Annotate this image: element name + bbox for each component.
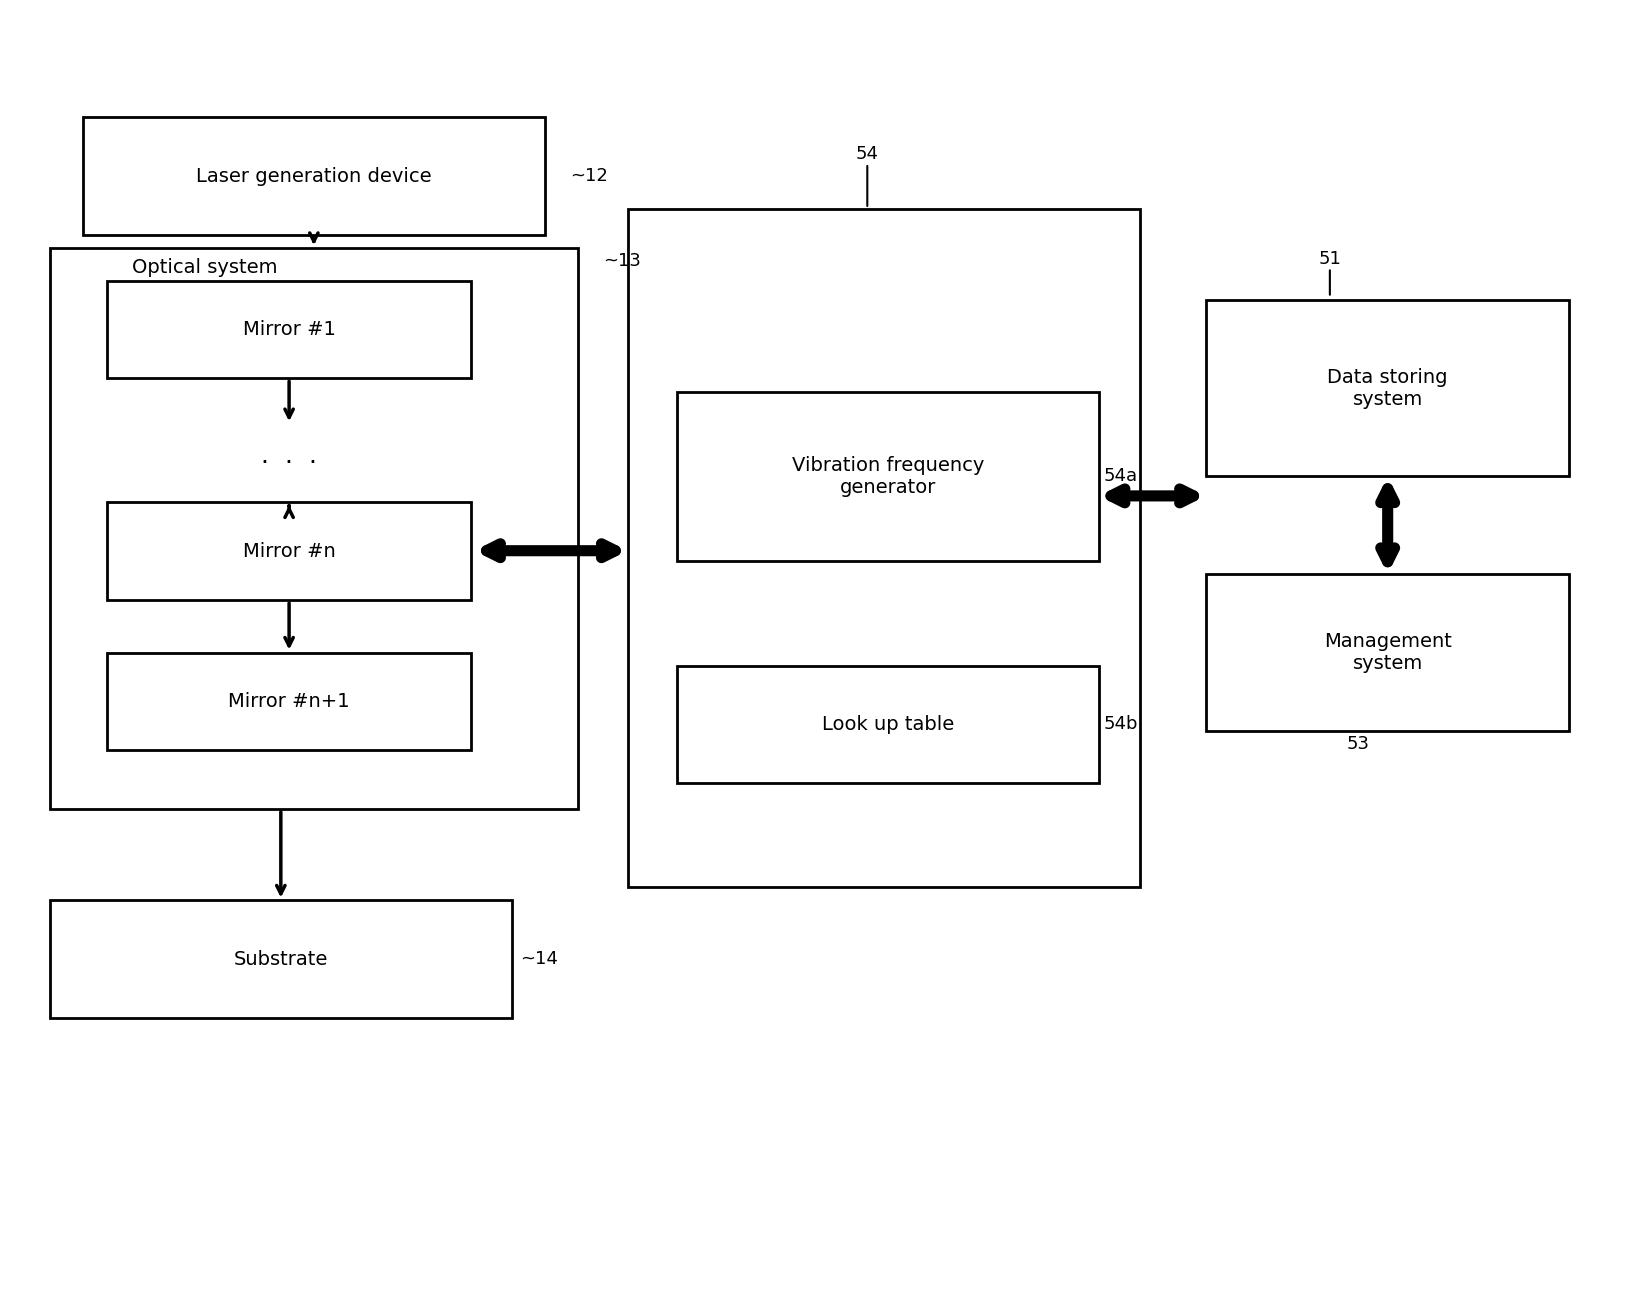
Text: Mirror #n+1: Mirror #n+1 <box>228 692 350 711</box>
Text: Laser generation device: Laser generation device <box>197 167 431 185</box>
Text: ·  ·  ·: · · · <box>261 452 317 475</box>
Text: Optical system: Optical system <box>132 258 278 277</box>
Text: 54b: 54b <box>1104 715 1138 733</box>
Text: ~14: ~14 <box>520 950 558 968</box>
FancyBboxPatch shape <box>50 248 578 809</box>
FancyBboxPatch shape <box>1206 300 1569 476</box>
Text: 54a: 54a <box>1104 467 1138 485</box>
FancyBboxPatch shape <box>50 900 512 1018</box>
FancyBboxPatch shape <box>107 652 471 750</box>
Text: ~13: ~13 <box>603 252 641 270</box>
FancyBboxPatch shape <box>677 392 1099 561</box>
FancyBboxPatch shape <box>83 117 545 235</box>
Text: Vibration frequency
generator: Vibration frequency generator <box>791 455 985 497</box>
Text: 54: 54 <box>856 145 879 163</box>
Text: Mirror #1: Mirror #1 <box>243 320 335 339</box>
FancyBboxPatch shape <box>1206 574 1569 731</box>
Text: ~12: ~12 <box>570 167 608 185</box>
FancyBboxPatch shape <box>677 666 1099 783</box>
FancyBboxPatch shape <box>107 281 471 378</box>
FancyBboxPatch shape <box>628 209 1140 887</box>
Text: Look up table: Look up table <box>821 715 955 733</box>
Text: Mirror #n: Mirror #n <box>243 542 335 561</box>
Text: Substrate: Substrate <box>233 950 329 968</box>
Text: Management
system: Management system <box>1323 632 1452 673</box>
FancyBboxPatch shape <box>107 502 471 600</box>
Text: 51: 51 <box>1318 249 1341 268</box>
Text: 53: 53 <box>1346 735 1370 753</box>
Text: Data storing
system: Data storing system <box>1328 368 1447 408</box>
